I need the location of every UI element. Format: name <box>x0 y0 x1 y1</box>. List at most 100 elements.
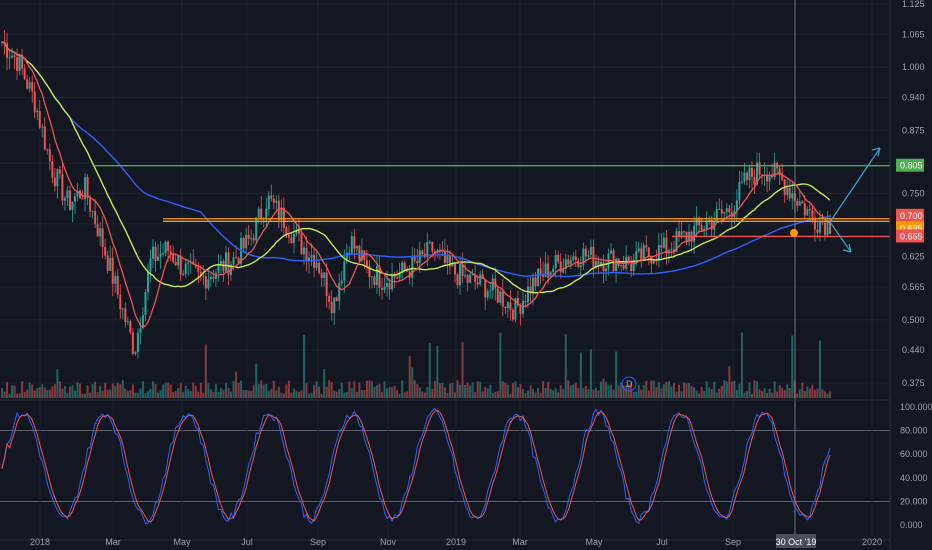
candle-body[interactable] <box>96 224 99 237</box>
candle-body[interactable] <box>345 252 348 262</box>
candle-body[interactable] <box>657 245 660 261</box>
candle-body[interactable] <box>534 277 537 287</box>
candle-body[interactable] <box>41 126 44 128</box>
candle-body[interactable] <box>111 257 114 284</box>
candle-body[interactable] <box>426 242 429 258</box>
candle-body[interactable] <box>365 260 368 267</box>
candle-body[interactable] <box>227 252 230 275</box>
candle-body[interactable] <box>632 259 635 272</box>
candle-body[interactable] <box>48 149 51 162</box>
candle-body[interactable] <box>381 287 384 290</box>
candle-body[interactable] <box>267 195 270 210</box>
candle-body[interactable] <box>738 181 741 201</box>
candle-body[interactable] <box>252 237 255 241</box>
candle-body[interactable] <box>43 126 46 150</box>
candle-body[interactable] <box>164 241 167 254</box>
candle-body[interactable] <box>406 270 409 272</box>
candle-body[interactable] <box>718 208 721 210</box>
candle-body[interactable] <box>51 161 54 178</box>
candle-body[interactable] <box>818 221 821 233</box>
candle-body[interactable] <box>723 211 726 214</box>
candle-body[interactable] <box>99 228 102 237</box>
candle-body[interactable] <box>6 43 9 58</box>
candle-body[interactable] <box>152 246 155 259</box>
candle-body[interactable] <box>532 277 535 294</box>
candle-body[interactable] <box>587 254 590 257</box>
candle-body[interactable] <box>146 271 149 293</box>
candle-body[interactable] <box>514 298 517 320</box>
candle-body[interactable] <box>197 267 200 272</box>
candle-body[interactable] <box>413 256 416 261</box>
candle-body[interactable] <box>73 196 76 202</box>
candle-body[interactable] <box>703 228 706 231</box>
candle-body[interactable] <box>114 275 117 284</box>
candle-body[interactable] <box>433 251 436 253</box>
candle-body[interactable] <box>149 258 152 272</box>
time-axis[interactable]: 2018 Mar May Jul Sep Nov 2019 Mar May Jul Sep 2020 3… <box>0 534 890 548</box>
candle-body[interactable] <box>232 257 235 265</box>
candle-body[interactable] <box>245 234 248 249</box>
candle-body[interactable] <box>295 230 298 234</box>
candle-body[interactable] <box>58 169 61 174</box>
candle-body[interactable] <box>516 298 519 306</box>
candle-body[interactable] <box>411 256 414 278</box>
candle-body[interactable] <box>199 271 202 276</box>
candle-body[interactable] <box>333 297 336 314</box>
candle-body[interactable] <box>121 308 124 310</box>
candle-body[interactable] <box>237 257 240 264</box>
candle-body[interactable] <box>398 273 401 279</box>
candle-body[interactable] <box>781 175 784 180</box>
candle-body[interactable] <box>36 110 39 113</box>
candle-body[interactable] <box>373 276 376 285</box>
candle-body[interactable] <box>242 237 245 249</box>
candle-body[interactable] <box>808 209 811 211</box>
candle-body[interactable] <box>557 254 560 262</box>
candle-body[interactable] <box>735 200 738 211</box>
candle-body[interactable] <box>214 272 217 279</box>
candle-body[interactable] <box>683 231 686 233</box>
candle-body[interactable] <box>38 110 41 128</box>
candle-body[interactable] <box>247 234 250 239</box>
candle-body[interactable] <box>8 57 11 59</box>
candle-body[interactable] <box>826 220 829 235</box>
candle-body[interactable] <box>124 308 127 322</box>
candle-body[interactable] <box>594 260 597 268</box>
candle-body[interactable] <box>637 248 640 252</box>
candle-body[interactable] <box>141 315 144 328</box>
candle-body[interactable] <box>537 268 540 287</box>
candle-body[interactable] <box>605 268 608 272</box>
candle-body[interactable] <box>693 225 696 242</box>
candle-body[interactable] <box>504 306 507 309</box>
candle-body[interactable] <box>469 274 472 283</box>
candle-body[interactable] <box>272 198 275 203</box>
candle-body[interactable] <box>71 201 74 210</box>
dividend-marker[interactable]: D <box>621 376 637 392</box>
oscillator-axis[interactable]: 100.000 80.000 60.000 40.000 20.000 0.000 <box>900 402 932 530</box>
candle-body[interactable] <box>257 208 260 218</box>
candle-body[interactable] <box>526 286 529 303</box>
candle-body[interactable] <box>748 167 751 181</box>
candle-body[interactable] <box>705 221 708 229</box>
candle-body[interactable] <box>61 173 64 201</box>
candle-body[interactable] <box>323 272 326 279</box>
candle-body[interactable] <box>640 248 643 262</box>
candle-body[interactable] <box>162 253 165 255</box>
candle-body[interactable] <box>728 208 731 213</box>
candle-body[interactable] <box>182 273 185 275</box>
candle-body[interactable] <box>652 259 655 264</box>
candle-body[interactable] <box>131 332 134 354</box>
candle-body[interactable] <box>355 245 358 249</box>
candle-body[interactable] <box>23 68 26 80</box>
candle-body[interactable] <box>11 55 14 58</box>
candle-body[interactable] <box>338 283 341 302</box>
candle-body[interactable] <box>499 291 502 303</box>
candle-body[interactable] <box>235 257 238 259</box>
candle-body[interactable] <box>116 275 119 295</box>
candle-body[interactable] <box>725 208 728 212</box>
candle-body[interactable] <box>539 268 542 275</box>
candle-body[interactable] <box>300 233 303 255</box>
candle-body[interactable] <box>136 332 139 353</box>
projection-arrows[interactable] <box>829 147 881 253</box>
candle-body[interactable] <box>466 275 469 283</box>
candle-body[interactable] <box>184 263 187 274</box>
